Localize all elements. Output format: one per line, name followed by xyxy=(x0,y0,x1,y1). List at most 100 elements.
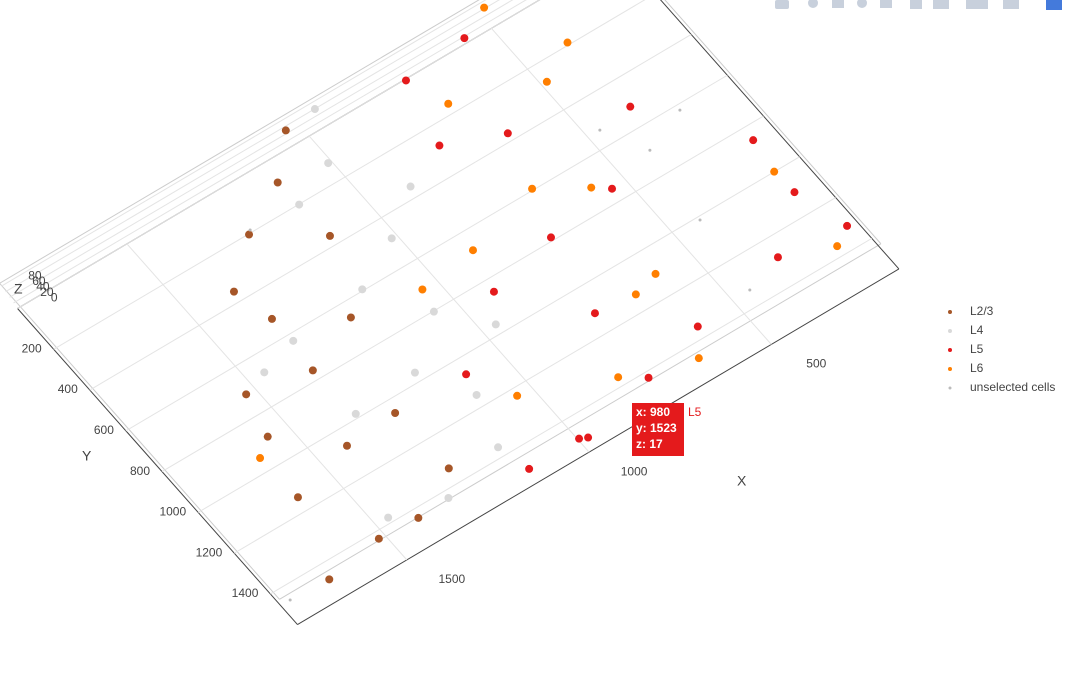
point xyxy=(444,494,453,503)
point xyxy=(295,200,304,209)
y-tick-label: 400 xyxy=(58,382,78,396)
plotly-logo[interactable] xyxy=(1046,0,1062,10)
z-axis-title: Z xyxy=(14,281,23,297)
points xyxy=(229,3,852,602)
point xyxy=(770,167,779,176)
point xyxy=(489,287,498,296)
box-edge xyxy=(0,0,480,284)
point xyxy=(833,242,842,251)
point xyxy=(693,322,702,331)
point xyxy=(324,159,333,168)
point xyxy=(590,309,599,318)
point xyxy=(418,285,427,294)
point xyxy=(563,38,572,47)
point xyxy=(525,464,534,473)
point xyxy=(644,373,653,382)
hover-line: y: 1523 xyxy=(636,421,677,435)
point xyxy=(293,493,302,502)
point xyxy=(325,575,334,584)
grid-line xyxy=(270,237,873,595)
point xyxy=(528,184,537,193)
point xyxy=(267,314,276,323)
point xyxy=(342,441,351,450)
point xyxy=(310,105,319,114)
camera-icon[interactable] xyxy=(775,0,789,9)
x-tick-label: 1000 xyxy=(621,464,648,478)
z-tick-label: 20 xyxy=(40,285,54,299)
z-tick-label: 80 xyxy=(28,268,42,282)
box-edge xyxy=(297,268,900,625)
legend-marker xyxy=(948,329,952,333)
z-tick-label: 0 xyxy=(51,291,58,305)
y-tick-label: 1000 xyxy=(159,505,186,519)
grid-line xyxy=(161,115,764,473)
grid-line xyxy=(197,156,800,513)
point xyxy=(480,3,489,12)
box-edge xyxy=(17,308,298,625)
camera-reset-icon[interactable] xyxy=(933,0,949,9)
x-tick-label: 1500 xyxy=(438,572,465,586)
point xyxy=(401,76,410,85)
point xyxy=(584,433,593,442)
point xyxy=(790,188,799,197)
point xyxy=(843,221,852,230)
point xyxy=(387,234,396,243)
turntable-icon[interactable] xyxy=(880,0,892,8)
point xyxy=(435,141,444,150)
point xyxy=(472,390,481,399)
point xyxy=(444,99,453,108)
legend-label: L4 xyxy=(970,323,984,337)
point xyxy=(260,368,269,377)
grid-line xyxy=(53,0,646,350)
point xyxy=(414,513,423,522)
grid-line xyxy=(126,243,408,561)
point xyxy=(229,287,238,296)
point xyxy=(460,34,469,43)
box-edge xyxy=(279,243,882,600)
legend-marker xyxy=(948,367,952,371)
hover-series: L5 xyxy=(688,405,702,419)
hover-line: z: 17 xyxy=(636,437,663,451)
legend-label: unselected cells xyxy=(970,380,1055,394)
legend: L2/3 L4 L5 L6 unselected cells xyxy=(948,304,1055,394)
point xyxy=(694,354,703,363)
point xyxy=(406,182,415,191)
point xyxy=(289,336,298,345)
point xyxy=(325,231,334,240)
orbit-icon[interactable] xyxy=(857,0,867,8)
hover-line: x: 980 xyxy=(636,405,670,419)
point xyxy=(587,183,596,192)
hover-icon[interactable] xyxy=(966,0,988,9)
point xyxy=(648,148,652,152)
legend-marker xyxy=(948,348,952,352)
point xyxy=(575,434,584,443)
modebar[interactable] xyxy=(775,0,1062,10)
legend-label: L6 xyxy=(970,361,984,375)
hover-box xyxy=(632,403,684,456)
point xyxy=(263,432,272,441)
point xyxy=(494,443,503,452)
point xyxy=(462,370,471,379)
grid-line xyxy=(491,28,772,345)
y-tick-label: 600 xyxy=(94,423,114,437)
grid-line xyxy=(1,0,487,287)
grid-line xyxy=(234,197,836,554)
point xyxy=(248,228,252,232)
point xyxy=(346,313,355,322)
point xyxy=(614,373,623,382)
legend-label: L5 xyxy=(970,342,984,356)
box-edge xyxy=(660,0,900,270)
pan-icon[interactable] xyxy=(832,0,844,8)
zoom-icon[interactable] xyxy=(808,0,818,8)
hover-label: x: 980 y: 1523 z: 17 L5 xyxy=(632,403,702,456)
point xyxy=(288,598,292,602)
grid-line xyxy=(17,0,541,309)
point xyxy=(608,184,617,193)
home-icon[interactable] xyxy=(910,0,922,9)
axes: 500 1000 1500 200 400 600 800 1000 1200 1400 02040… xyxy=(0,0,900,625)
legend-label: L2/3 xyxy=(970,304,994,318)
spike-icon[interactable] xyxy=(1003,0,1019,9)
point xyxy=(391,409,400,418)
box-edge xyxy=(0,283,280,600)
